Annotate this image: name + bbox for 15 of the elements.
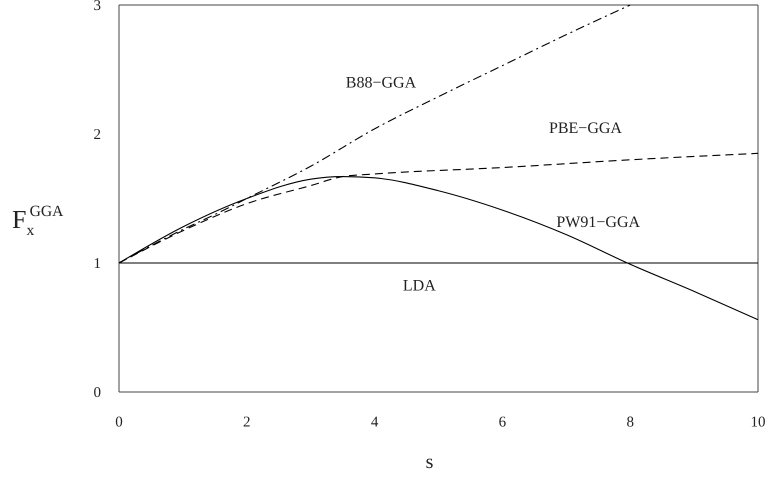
x-axis-title: s <box>426 451 434 473</box>
x-tick-label: 6 <box>498 414 507 431</box>
series-label: B88−GGA <box>346 74 417 92</box>
y-tick-label: 3 <box>94 0 101 14</box>
series-label: PBE−GGA <box>548 120 622 138</box>
series-label: PW91−GGA <box>556 214 641 232</box>
x-tick-label: 10 <box>750 414 766 431</box>
y-tick-label: 2 <box>94 126 101 143</box>
series-label: LDA <box>402 278 436 295</box>
y-tick-label: 1 <box>94 256 101 272</box>
y-tick-label: 0 <box>94 384 101 401</box>
x-tick-label: 4 <box>370 414 379 431</box>
x-tick-label: 2 <box>243 414 251 431</box>
x-tick-label: 0 <box>115 414 123 431</box>
x-tick-label: 8 <box>626 414 634 431</box>
